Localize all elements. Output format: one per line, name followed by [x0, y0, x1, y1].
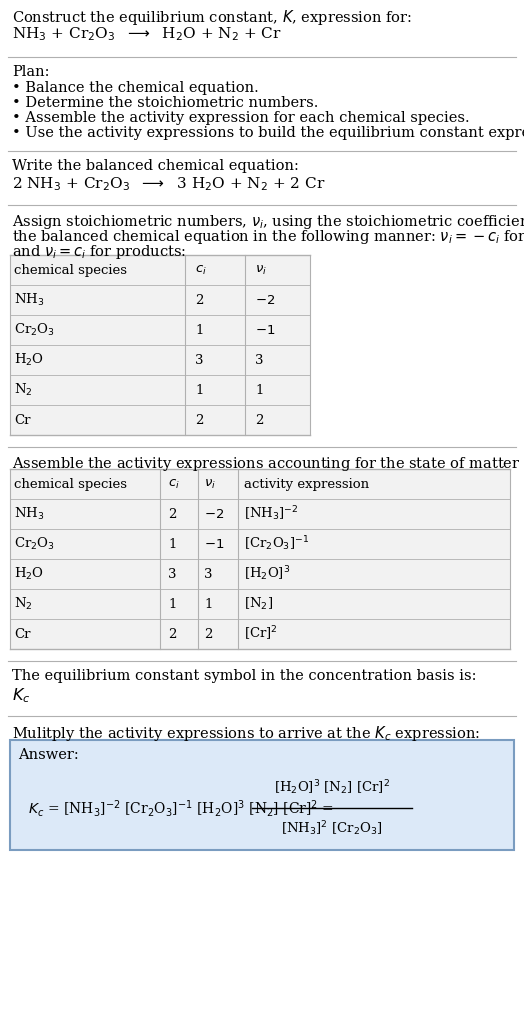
Text: $K_c$: $K_c$: [12, 686, 30, 704]
Text: [N$_2$]: [N$_2$]: [244, 596, 273, 612]
Text: $\nu_i$: $\nu_i$: [255, 263, 267, 277]
Text: $c_i$: $c_i$: [195, 263, 207, 277]
Text: 1: 1: [204, 597, 212, 611]
Text: Answer:: Answer:: [18, 748, 79, 762]
Text: Cr$_2$O$_3$: Cr$_2$O$_3$: [14, 536, 55, 552]
Text: $K_c$ = [NH$_3$]$^{-2}$ [Cr$_2$O$_3$]$^{-1}$ [H$_2$O]$^3$ [N$_2$] [Cr]$^2$ =: $K_c$ = [NH$_3$]$^{-2}$ [Cr$_2$O$_3$]$^{…: [28, 797, 334, 819]
Text: [Cr]$^2$: [Cr]$^2$: [244, 625, 278, 643]
Text: Mulitply the activity expressions to arrive at the $K_c$ expression:: Mulitply the activity expressions to arr…: [12, 724, 480, 743]
Text: • Balance the chemical equation.: • Balance the chemical equation.: [12, 81, 259, 95]
Text: N$_2$: N$_2$: [14, 382, 32, 398]
Text: Plan:: Plan:: [12, 65, 49, 79]
FancyBboxPatch shape: [10, 255, 310, 435]
Text: Construct the equilibrium constant, $K$, expression for:: Construct the equilibrium constant, $K$,…: [12, 8, 412, 27]
Text: 1: 1: [255, 384, 264, 396]
Text: Cr: Cr: [14, 628, 30, 640]
Text: Cr$_2$O$_3$: Cr$_2$O$_3$: [14, 322, 55, 338]
Text: chemical species: chemical species: [14, 263, 127, 277]
Text: N$_2$: N$_2$: [14, 596, 32, 612]
Text: 2: 2: [168, 507, 177, 521]
FancyBboxPatch shape: [10, 469, 510, 649]
Text: 2: 2: [168, 628, 177, 640]
Text: NH$_3$ + Cr$_2$O$_3$  $\longrightarrow$  H$_2$O + N$_2$ + Cr: NH$_3$ + Cr$_2$O$_3$ $\longrightarrow$ H…: [12, 25, 282, 43]
Text: $-1$: $-1$: [255, 324, 275, 337]
FancyBboxPatch shape: [10, 740, 514, 850]
Text: 3: 3: [168, 568, 177, 581]
Text: activity expression: activity expression: [244, 478, 369, 490]
Text: • Use the activity expressions to build the equilibrium constant expression.: • Use the activity expressions to build …: [12, 126, 524, 140]
Text: [Cr$_2$O$_3$]$^{-1}$: [Cr$_2$O$_3$]$^{-1}$: [244, 535, 309, 553]
Text: Assemble the activity expressions accounting for the state of matter and $\nu_i$: Assemble the activity expressions accoun…: [12, 455, 524, 473]
Text: NH$_3$: NH$_3$: [14, 506, 45, 522]
Text: $-1$: $-1$: [204, 537, 224, 550]
Text: [H$_2$O]$^3$: [H$_2$O]$^3$: [244, 565, 290, 583]
Text: [NH$_3$]$^{-2}$: [NH$_3$]$^{-2}$: [244, 504, 299, 524]
Text: 2: 2: [204, 628, 212, 640]
Text: 1: 1: [195, 324, 203, 337]
Text: 1: 1: [168, 597, 177, 611]
Text: [NH$_3$]$^2$ [Cr$_2$O$_3$]: [NH$_3$]$^2$ [Cr$_2$O$_3$]: [281, 819, 383, 838]
Text: $c_i$: $c_i$: [168, 478, 180, 490]
Text: Cr: Cr: [14, 414, 30, 427]
Text: 3: 3: [195, 353, 203, 367]
Text: H$_2$O: H$_2$O: [14, 566, 44, 582]
Text: $\nu_i$: $\nu_i$: [204, 478, 216, 490]
Text: NH$_3$: NH$_3$: [14, 292, 45, 308]
Text: Assign stoichiometric numbers, $\nu_i$, using the stoichiometric coefficients, $: Assign stoichiometric numbers, $\nu_i$, …: [12, 213, 524, 231]
Text: 3: 3: [204, 568, 213, 581]
Text: 2 NH$_3$ + Cr$_2$O$_3$  $\longrightarrow$  3 H$_2$O + N$_2$ + 2 Cr: 2 NH$_3$ + Cr$_2$O$_3$ $\longrightarrow$…: [12, 175, 325, 193]
Text: 2: 2: [255, 414, 264, 427]
Text: Write the balanced chemical equation:: Write the balanced chemical equation:: [12, 159, 299, 173]
Text: chemical species: chemical species: [14, 478, 127, 490]
Text: 3: 3: [255, 353, 264, 367]
Text: • Determine the stoichiometric numbers.: • Determine the stoichiometric numbers.: [12, 96, 319, 110]
Text: 1: 1: [195, 384, 203, 396]
Text: 1: 1: [168, 537, 177, 550]
Text: 2: 2: [195, 293, 203, 306]
Text: The equilibrium constant symbol in the concentration basis is:: The equilibrium constant symbol in the c…: [12, 669, 476, 683]
Text: 2: 2: [195, 414, 203, 427]
Text: [H$_2$O]$^3$ [N$_2$] [Cr]$^2$: [H$_2$O]$^3$ [N$_2$] [Cr]$^2$: [274, 778, 390, 797]
Text: and $\nu_i = c_i$ for products:: and $\nu_i = c_i$ for products:: [12, 243, 187, 261]
Text: • Assemble the activity expression for each chemical species.: • Assemble the activity expression for e…: [12, 111, 470, 125]
Text: the balanced chemical equation in the following manner: $\nu_i = -c_i$ for react: the balanced chemical equation in the fo…: [12, 228, 524, 246]
Text: H$_2$O: H$_2$O: [14, 352, 44, 368]
Text: $-2$: $-2$: [255, 293, 275, 306]
Text: $-2$: $-2$: [204, 507, 224, 521]
